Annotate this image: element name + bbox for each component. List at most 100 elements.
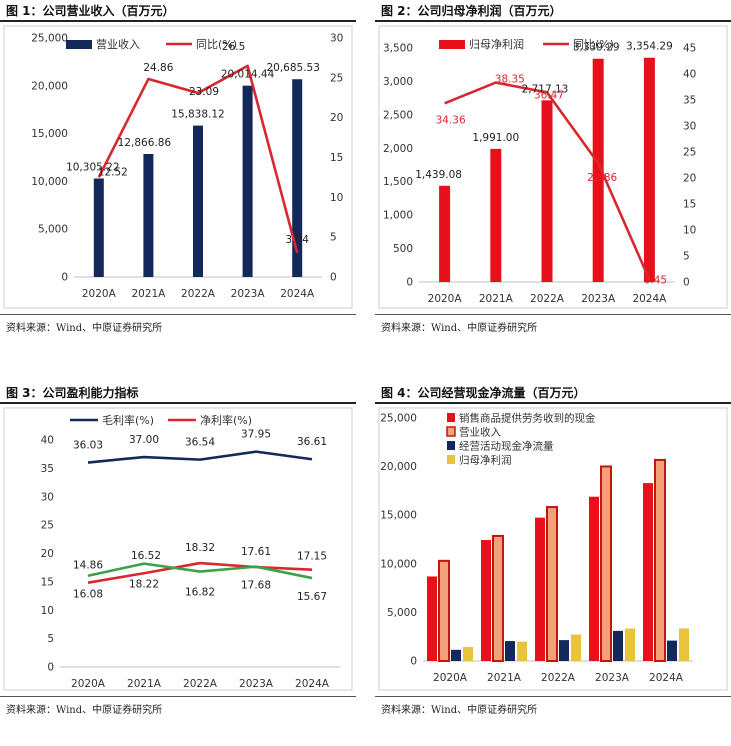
- legend-label: 营业收入: [96, 37, 140, 51]
- point-value-label: 36.03: [73, 440, 103, 452]
- source-rule: [375, 314, 731, 315]
- bar: [427, 576, 437, 661]
- y-tick-label: 2,500: [383, 109, 413, 121]
- x-tick-label: 2023A: [239, 678, 274, 690]
- bar-value-label: 20,685.53: [266, 62, 319, 74]
- profitability-chart: 0 5 10 15 20 25 30 35 40 2020A 2021A 2022A 2023A 2024…: [3, 407, 353, 691]
- bar: [571, 634, 581, 661]
- bar: [589, 496, 599, 661]
- x-tick-label: 2022A: [181, 288, 216, 300]
- y-tick-label: 5: [47, 633, 54, 645]
- x-tick-label: 2021A: [479, 293, 514, 305]
- point-value-label: 36.54: [185, 437, 215, 449]
- point-value-label: 16.82: [185, 587, 215, 599]
- x-tick-label: 2020A: [82, 288, 117, 300]
- y-tick-label: 3,500: [383, 43, 413, 55]
- title-rule: [375, 20, 731, 22]
- x-tick-label: 2024A: [295, 678, 330, 690]
- bar-value-label: 15,838.12: [171, 109, 224, 121]
- y-tick-label: 0: [61, 272, 68, 284]
- chart-title: 图 3：公司盈利能力指标: [6, 386, 139, 400]
- source-rule: [375, 696, 731, 697]
- y2-tick-label: 20: [683, 173, 696, 185]
- legend-label: 销售商品提供劳务收到的现金: [459, 412, 596, 425]
- y-tick-label: 10,000: [31, 176, 68, 188]
- bar: [667, 640, 677, 661]
- line-value-label: 22.86: [587, 172, 617, 184]
- source-note: 资料来源：Wind、中原证券研究所: [6, 323, 163, 334]
- y2-tick-label: 20: [330, 112, 343, 124]
- plot-frame: [378, 407, 728, 691]
- bar-value-label: 3,339.29: [573, 42, 620, 54]
- source-rule: [0, 696, 356, 697]
- revenue-chart: 0 5,000 10,000 15,000 20,000 25,000 0 5 10 15 20 25…: [3, 25, 353, 309]
- bar: [439, 185, 451, 282]
- y-tick-label: 35: [41, 463, 54, 475]
- title-rule: [0, 20, 356, 22]
- source-note: 资料来源：Wind、中原证券研究所: [381, 323, 538, 334]
- x-tick-label: 2021A: [127, 678, 162, 690]
- y2-tick-label: 10: [330, 192, 343, 204]
- bar-value-label: 1,991.00: [472, 132, 519, 144]
- y2-tick-label: 45: [683, 43, 696, 55]
- legend-label: 同比(%): [573, 38, 614, 51]
- x-tick-label: 2021A: [487, 672, 522, 684]
- point-value-label: 18.22: [129, 579, 159, 591]
- point-value-label: 17.61: [241, 546, 271, 558]
- point-value-label: 14.86: [73, 560, 103, 572]
- y-tick-label: 15: [41, 576, 54, 588]
- bar-value-label: 2,717.13: [522, 83, 569, 95]
- bar: [541, 100, 553, 282]
- series-line: [87, 450, 313, 464]
- series-line: [87, 562, 313, 580]
- line-value-label: 24.86: [143, 62, 173, 74]
- x-tick-label: 2020A: [428, 293, 463, 305]
- source-rule: [0, 314, 356, 315]
- x-tick-label: 2021A: [131, 288, 166, 300]
- bar: [490, 148, 502, 282]
- bar: [242, 85, 253, 277]
- y-tick-label: 0: [410, 656, 417, 668]
- x-tick-label: 2023A: [595, 672, 630, 684]
- series-line: [87, 561, 313, 584]
- legend-label: 营业收入: [459, 426, 501, 439]
- y-tick-label: 30: [41, 491, 54, 503]
- y-tick-label: 5,000: [38, 224, 68, 236]
- chart-title: 图 2：公司归母净利润（百万元）: [381, 4, 562, 18]
- bar: [679, 628, 689, 661]
- x-tick-label: 2020A: [433, 672, 468, 684]
- y-tick-label: 10: [41, 605, 54, 617]
- growth-line: [444, 81, 651, 281]
- legend-label: 毛利率(%): [102, 413, 154, 427]
- bar: [535, 517, 545, 661]
- chart-panel-profitability: 图 3：公司盈利能力指标 0 5 10 15 20 25 30 35 40 2020A 2021A 2…: [0, 382, 356, 722]
- y-tick-label: 5,000: [387, 607, 417, 619]
- source-note: 资料来源：Wind、中原证券研究所: [6, 705, 163, 716]
- x-tick-label: 2024A: [280, 288, 315, 300]
- bar-value-label: 10,305.22: [66, 161, 119, 173]
- point-value-label: 15.67: [297, 591, 327, 603]
- y-tick-label: 10,000: [380, 558, 417, 570]
- line-value-label: 36.47: [534, 89, 564, 101]
- y-tick-label: 15,000: [380, 510, 417, 522]
- point-value-label: 16.52: [131, 550, 161, 562]
- x-tick-label: 2024A: [649, 672, 684, 684]
- title-rule: [0, 402, 356, 404]
- bar-value-label: 1,439.08: [415, 169, 462, 181]
- x-tick-label: 2022A: [183, 678, 218, 690]
- y-tick-label: 1,000: [383, 210, 413, 222]
- y-tick-label: 20,000: [380, 461, 417, 473]
- line-value-label: 23.09: [189, 86, 219, 98]
- bar: [193, 125, 203, 277]
- legend-label: 同比(%): [196, 38, 237, 51]
- bar: [481, 539, 491, 661]
- y-tick-label: 25,000: [380, 413, 417, 425]
- legend-label: 经营活动现金净流量: [459, 440, 554, 453]
- net-profit-chart: 0 500 1,000 1,500 2,000 2,500 3,000 3,500 0 5 10 15…: [378, 25, 728, 309]
- y-tick-label: 0: [406, 277, 413, 289]
- bar-value-label: 12,866.86: [118, 137, 172, 149]
- growth-line: [97, 64, 299, 254]
- x-tick-label: 2023A: [581, 293, 616, 305]
- bar: [600, 465, 612, 663]
- plot-frame: [3, 407, 353, 691]
